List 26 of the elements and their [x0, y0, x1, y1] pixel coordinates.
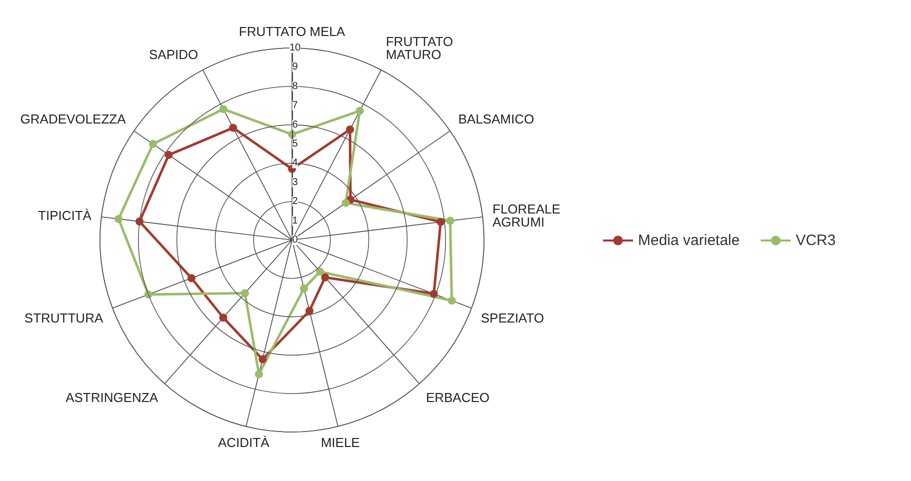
spoke-label: SPEZIATO	[480, 310, 544, 326]
y-tick-label: 4	[292, 158, 298, 169]
y-tick-label: 6	[292, 119, 298, 130]
spoke-label: MIELE	[320, 435, 360, 450]
spoke-label: FRUTTATO MELA	[238, 24, 346, 39]
spoke-label: ERBACEO	[426, 390, 490, 406]
spoke-label: FRUTTATO MATURO	[386, 34, 454, 62]
y-tick-label: 3	[292, 176, 298, 188]
spoke-label: SAPIDO	[149, 47, 198, 62]
spoke-label: FLOREALE AGRUMI	[492, 202, 561, 230]
y-tick-label: 0	[292, 234, 298, 246]
spoke-label: ACIDITÀ	[218, 435, 270, 450]
y-tick-label: 10	[289, 42, 301, 54]
y-tick-label: 5	[292, 138, 298, 150]
spoke-label: TIPICITÀ	[38, 208, 92, 224]
y-tick-label: 7	[292, 100, 298, 112]
legend-label: VCR3	[796, 232, 836, 249]
spoke-label: STRUTTURA	[24, 310, 104, 326]
legend-label: Media varietale	[638, 232, 740, 249]
y-tick-label: 2	[292, 196, 298, 208]
spoke-label: GRADEVOLEZZA	[20, 111, 126, 126]
spoke-label: ASTRINGENZA	[66, 390, 158, 406]
spoke-label: BALSAMICO	[458, 111, 534, 126]
y-tick-label: 9	[292, 62, 298, 73]
y-tick-label: 1	[292, 215, 298, 226]
y-tick-label: 8	[292, 80, 298, 92]
